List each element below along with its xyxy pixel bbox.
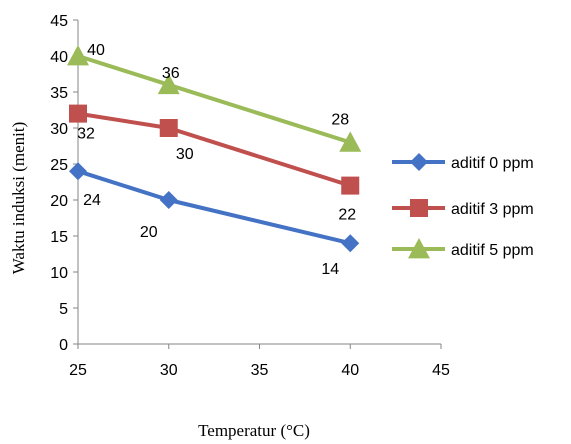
legend-label: aditif 3 ppm [451, 201, 534, 218]
y-tick-label: 0 [59, 337, 68, 354]
y-tick-label: 20 [50, 193, 68, 210]
legend: aditif 0 ppm aditif 3 ppm aditif 5 ppm [392, 153, 534, 259]
y-tick-label: 35 [50, 85, 68, 102]
y-tick-label: 45 [50, 13, 68, 30]
x-tick-label: 30 [160, 362, 178, 379]
data-label: 30 [176, 146, 194, 163]
data-label: 28 [331, 111, 349, 128]
data-label: 14 [321, 261, 339, 278]
data-labels: 24 20 14 32 30 22 40 36 28 [77, 42, 356, 278]
tick-labels: 0 5 10 15 20 25 30 35 40 45 25 30 35 40 45 [50, 13, 450, 379]
data-label: 24 [83, 192, 101, 209]
y-tick-label: 30 [50, 121, 68, 138]
data-point [159, 119, 178, 137]
x-tick-label: 45 [432, 362, 450, 379]
data-point [339, 131, 362, 152]
data-point [157, 73, 180, 95]
y-axis-title: Waktu induksi (menit) [9, 122, 28, 275]
data-label: 40 [87, 42, 105, 59]
y-tick-label: 40 [50, 49, 68, 66]
y-tick-label: 15 [50, 229, 68, 246]
axes [73, 19, 442, 349]
data-label: 20 [140, 224, 158, 241]
x-axis-title: Temperatur (°C) [198, 421, 310, 440]
data-label: 36 [162, 65, 180, 82]
x-tick-label: 40 [341, 362, 359, 379]
data-label: 32 [77, 126, 95, 143]
legend-marker [410, 199, 428, 217]
series-line [77, 111, 351, 188]
y-tick-label: 5 [59, 301, 68, 318]
x-tick-label: 35 [251, 362, 269, 379]
data-point [159, 191, 178, 209]
series-group [67, 45, 362, 253]
legend-label: aditif 5 ppm [451, 242, 534, 259]
data-label: 22 [338, 207, 356, 224]
data-point [67, 45, 89, 66]
series-line [77, 169, 351, 246]
series-line [77, 54, 351, 145]
legend-label: aditif 0 ppm [451, 155, 534, 172]
y-tick-label: 25 [50, 157, 68, 174]
data-point [69, 104, 87, 123]
data-point [341, 176, 360, 195]
legend-marker [410, 153, 428, 171]
x-tick-label: 25 [69, 362, 87, 379]
legend-marker [408, 238, 430, 259]
data-point [341, 234, 360, 253]
data-point [69, 162, 87, 181]
y-tick-label: 10 [50, 265, 68, 282]
